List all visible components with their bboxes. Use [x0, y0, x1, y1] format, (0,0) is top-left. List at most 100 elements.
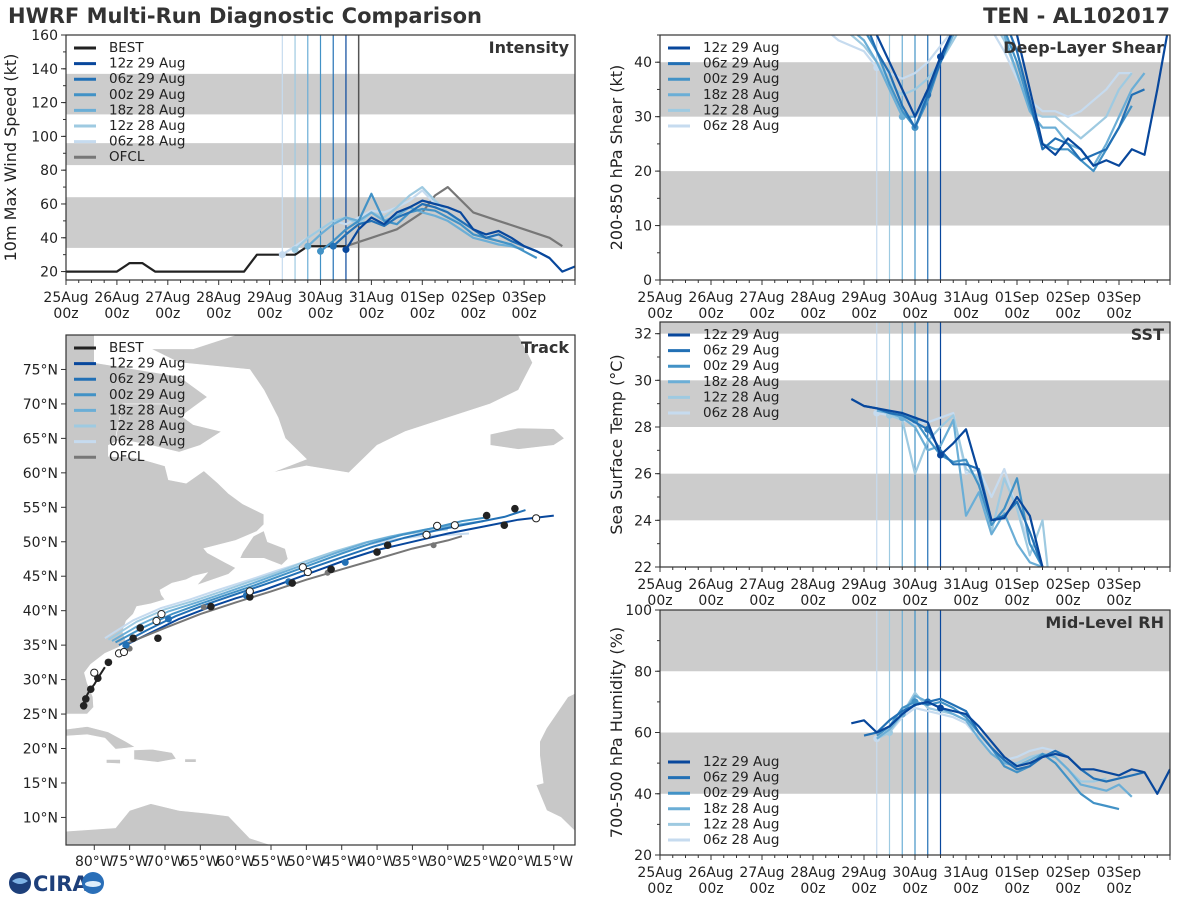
track-legend-label: 00z 29 Aug [109, 387, 185, 403]
intensity-x-tick-label-hour: 00z [512, 306, 537, 322]
intensity-series-line [332, 202, 551, 259]
track-open-fix-marker [450, 521, 459, 530]
track-legend-label: 06z 28 Aug [109, 434, 185, 450]
track-open-fix-marker [245, 587, 254, 596]
sst-x-tick-label-date: 27Aug [739, 577, 784, 593]
track-open-fix-marker [157, 610, 166, 619]
land-mass [489, 427, 565, 450]
shear-x-tick-label-hour: 00z [1004, 306, 1029, 322]
track-legend-label: 06z 29 Aug [109, 371, 185, 387]
rh-x-tick-label-hour: 00z [1106, 881, 1131, 897]
intensity-series-init-marker [317, 247, 324, 255]
track-legend-label: 18z 28 Aug [109, 402, 185, 418]
sst-x-tick-label-hour: 00z [647, 593, 672, 609]
intensity-x-tick-label-date: 30Aug [298, 290, 343, 306]
sst-x-tick-label-hour: 00z [851, 593, 876, 609]
land-mass [106, 759, 121, 765]
sst-y-tick-label: 24 [634, 513, 652, 529]
intensity-series-init-marker [304, 242, 312, 250]
track-fix-marker [79, 701, 88, 710]
track-lon-label: 60°W [216, 854, 255, 870]
intensity-y-tick-label: 40 [40, 231, 58, 247]
rh-series-line [876, 694, 1133, 798]
track-run-fix-marker [341, 558, 349, 566]
rh-x-tick-label-date: 01Sep [995, 865, 1039, 881]
track-panel-title: Track [521, 338, 569, 357]
sst-y-axis-label: Sea Surface Temp (°C) [607, 354, 626, 534]
sst-x-tick-label-date: 03Sep [1097, 577, 1141, 593]
intensity-x-tick-label-hour: 00z [104, 306, 129, 322]
track-open-fix-marker [90, 668, 99, 677]
rh-x-tick-label-date: 26Aug [688, 865, 733, 881]
track-open-fix-marker [152, 616, 161, 626]
track-lat-label: 75°N [23, 362, 58, 378]
track-open-fix-marker [119, 647, 129, 657]
intensity-legend-label: 18z 28 Aug [109, 102, 185, 118]
intensity-x-tick-label-hour: 00z [206, 306, 231, 322]
sst-x-tick-label-date: 02Sep [1046, 577, 1090, 593]
track-open-fix-marker [433, 521, 442, 531]
rh-x-tick-label-hour: 00z [698, 881, 723, 897]
shear-x-tick-label-hour: 00z [749, 306, 774, 322]
track-fix-marker [129, 634, 137, 643]
track-legend-label: 12z 29 Aug [109, 356, 185, 372]
rh-y-axis-label: 700-500 hPa Humidity (%) [607, 627, 626, 838]
shear-legend-label: 06z 28 Aug [703, 118, 779, 134]
intensity-plot-content [66, 35, 575, 280]
sst-x-tick-label-hour: 00z [698, 593, 723, 609]
intensity-legend-label: 06z 29 Aug [109, 71, 185, 87]
shear-x-tick-label-date: 25Aug [637, 290, 682, 306]
shear-legend-label: 00z 29 Aug [703, 71, 779, 87]
sst-legend-label: 06z 29 Aug [703, 343, 779, 359]
rh-x-tick-label-date: 29Aug [841, 865, 886, 881]
intensity-x-tick-label-hour: 00z [461, 306, 486, 322]
shear-x-tick-label-hour: 00z [647, 306, 672, 322]
rh-legend-label: 00z 29 Aug [703, 785, 779, 801]
shear-x-tick-label-date: 31Aug [943, 290, 988, 306]
rh-x-tick-label-hour: 00z [800, 881, 825, 897]
land-mass [184, 758, 197, 763]
shear-legend-label: 12z 28 Aug [703, 102, 779, 118]
land-mass [66, 726, 137, 750]
shear-plot-content [660, 35, 1170, 280]
track-lon-label: 20°W [499, 854, 538, 870]
intensity-series-line [319, 192, 538, 259]
land-mass [535, 693, 575, 845]
shear-panel-title: Deep-Layer Shear [1003, 38, 1164, 57]
track-fix-marker [104, 658, 113, 667]
track-fix-marker [373, 548, 381, 556]
track-lon-label: 25°W [464, 854, 503, 870]
track-open-fix-marker [532, 514, 541, 523]
track-ofcl-fix-marker [200, 604, 207, 611]
track-lon-label: 70°W [146, 854, 185, 870]
track-lon-label: 50°W [287, 854, 326, 870]
track-lat-label: 35°N [23, 638, 58, 654]
track-lon-label: 75°W [110, 854, 149, 870]
rh-panel: 2040608010025Aug00z26Aug00z27Aug00z28Aug… [607, 603, 1171, 897]
sst-x-tick-label-date: 28Aug [790, 577, 835, 593]
track-series-line [122, 514, 554, 648]
land-mass [66, 803, 272, 845]
land-mass [239, 530, 289, 566]
shear-x-tick-label-date: 03Sep [1097, 290, 1141, 306]
intensity-x-tick-label-hour: 00z [155, 306, 180, 322]
rh-x-tick-label-hour: 00z [1004, 881, 1029, 897]
intensity-y-tick-label: 140 [31, 62, 58, 78]
sst-legend-label: 06z 28 Aug [703, 405, 779, 421]
rh-series-line [851, 700, 1170, 795]
sst-y-tick-label: 30 [634, 373, 652, 389]
intensity-x-tick-label-hour: 00z [53, 306, 78, 322]
land-mass [150, 335, 533, 474]
shear-series-init-marker [937, 53, 944, 61]
shear-legend-label: 12z 29 Aug [703, 40, 779, 56]
intensity-x-tick-label-date: 29Aug [247, 290, 292, 306]
shear-x-tick-label-hour: 00z [1055, 306, 1080, 322]
track-lon-label: 30°W [428, 854, 467, 870]
sst-x-tick-label-hour: 00z [749, 593, 774, 609]
shear-x-tick-label-date: 26Aug [688, 290, 733, 306]
intensity-legend-label: 00z 29 Aug [109, 87, 185, 103]
cira-logo: CIRA [9, 872, 104, 896]
track-lon-label: 15°W [534, 854, 573, 870]
track-lat-label: 65°N [23, 431, 58, 447]
